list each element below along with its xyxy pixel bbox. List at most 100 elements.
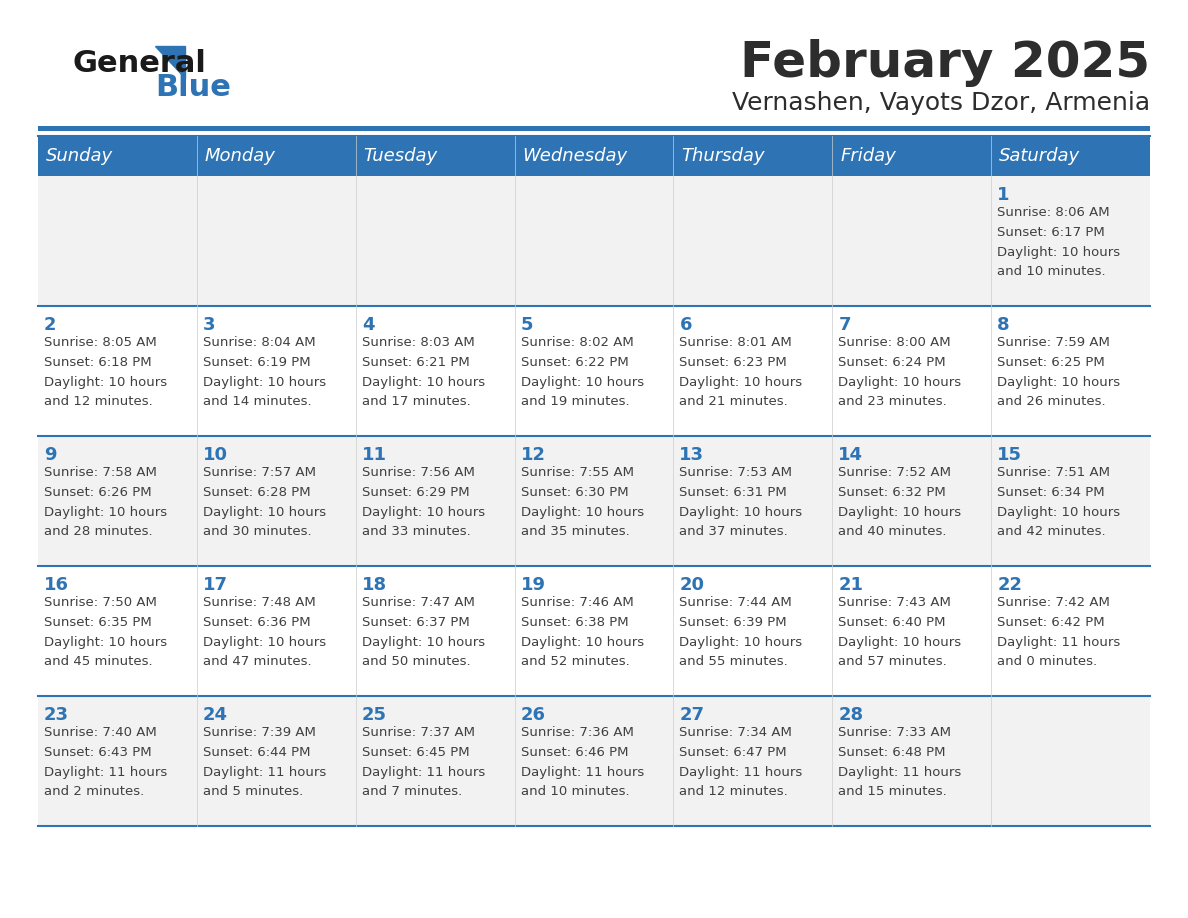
Polygon shape: [154, 46, 185, 78]
Text: 5: 5: [520, 316, 533, 334]
Text: Sunrise: 7:53 AM: Sunrise: 7:53 AM: [680, 466, 792, 479]
Text: Sunset: 6:45 PM: Sunset: 6:45 PM: [361, 746, 469, 759]
Text: Sunset: 6:44 PM: Sunset: 6:44 PM: [203, 746, 310, 759]
Text: Sunrise: 7:43 AM: Sunrise: 7:43 AM: [839, 596, 952, 609]
Text: Daylight: 10 hours
and 57 minutes.: Daylight: 10 hours and 57 minutes.: [839, 636, 961, 668]
Text: Sunset: 6:38 PM: Sunset: 6:38 PM: [520, 616, 628, 629]
Text: Sunset: 6:24 PM: Sunset: 6:24 PM: [839, 356, 946, 369]
Text: 9: 9: [44, 446, 57, 464]
Text: Daylight: 10 hours
and 12 minutes.: Daylight: 10 hours and 12 minutes.: [44, 376, 168, 408]
Text: Sunset: 6:37 PM: Sunset: 6:37 PM: [361, 616, 469, 629]
Text: 11: 11: [361, 446, 387, 464]
Text: Monday: Monday: [204, 147, 276, 165]
Text: Daylight: 10 hours
and 23 minutes.: Daylight: 10 hours and 23 minutes.: [839, 376, 961, 408]
Text: 6: 6: [680, 316, 691, 334]
Text: Sunset: 6:35 PM: Sunset: 6:35 PM: [44, 616, 152, 629]
Text: Sunset: 6:31 PM: Sunset: 6:31 PM: [680, 486, 788, 499]
Text: 21: 21: [839, 576, 864, 594]
Text: Wednesday: Wednesday: [523, 147, 627, 165]
Text: Daylight: 10 hours
and 42 minutes.: Daylight: 10 hours and 42 minutes.: [997, 506, 1120, 538]
Text: Sunrise: 8:00 AM: Sunrise: 8:00 AM: [839, 336, 950, 349]
Text: 1: 1: [997, 186, 1010, 204]
Text: Daylight: 10 hours
and 26 minutes.: Daylight: 10 hours and 26 minutes.: [997, 376, 1120, 408]
Text: 19: 19: [520, 576, 545, 594]
Text: Sunset: 6:43 PM: Sunset: 6:43 PM: [44, 746, 152, 759]
Text: Sunrise: 8:05 AM: Sunrise: 8:05 AM: [44, 336, 157, 349]
Text: Blue: Blue: [154, 73, 230, 103]
Text: Sunrise: 7:58 AM: Sunrise: 7:58 AM: [44, 466, 157, 479]
Text: Sunrise: 7:56 AM: Sunrise: 7:56 AM: [361, 466, 474, 479]
Text: Sunrise: 7:39 AM: Sunrise: 7:39 AM: [203, 726, 316, 739]
Text: Daylight: 10 hours
and 47 minutes.: Daylight: 10 hours and 47 minutes.: [203, 636, 326, 668]
Text: Sunset: 6:40 PM: Sunset: 6:40 PM: [839, 616, 946, 629]
Text: Daylight: 10 hours
and 40 minutes.: Daylight: 10 hours and 40 minutes.: [839, 506, 961, 538]
Text: Daylight: 10 hours
and 55 minutes.: Daylight: 10 hours and 55 minutes.: [680, 636, 803, 668]
Text: 7: 7: [839, 316, 851, 334]
Text: Sunrise: 7:51 AM: Sunrise: 7:51 AM: [997, 466, 1110, 479]
Text: Sunrise: 7:48 AM: Sunrise: 7:48 AM: [203, 596, 316, 609]
Text: Sunset: 6:46 PM: Sunset: 6:46 PM: [520, 746, 628, 759]
Text: Sunset: 6:25 PM: Sunset: 6:25 PM: [997, 356, 1105, 369]
Text: Daylight: 10 hours
and 21 minutes.: Daylight: 10 hours and 21 minutes.: [680, 376, 803, 408]
FancyBboxPatch shape: [38, 306, 1150, 436]
Text: Daylight: 10 hours
and 30 minutes.: Daylight: 10 hours and 30 minutes.: [203, 506, 326, 538]
Text: Daylight: 11 hours
and 0 minutes.: Daylight: 11 hours and 0 minutes.: [997, 636, 1120, 668]
Text: Sunrise: 7:46 AM: Sunrise: 7:46 AM: [520, 596, 633, 609]
Text: Sunset: 6:34 PM: Sunset: 6:34 PM: [997, 486, 1105, 499]
Text: 17: 17: [203, 576, 228, 594]
Text: Sunrise: 7:59 AM: Sunrise: 7:59 AM: [997, 336, 1110, 349]
Text: Sunrise: 7:55 AM: Sunrise: 7:55 AM: [520, 466, 633, 479]
Text: Daylight: 10 hours
and 45 minutes.: Daylight: 10 hours and 45 minutes.: [44, 636, 168, 668]
Text: 20: 20: [680, 576, 704, 594]
Text: 27: 27: [680, 706, 704, 724]
Text: Sunrise: 7:33 AM: Sunrise: 7:33 AM: [839, 726, 952, 739]
Text: Daylight: 10 hours
and 33 minutes.: Daylight: 10 hours and 33 minutes.: [361, 506, 485, 538]
Text: 10: 10: [203, 446, 228, 464]
Text: 4: 4: [361, 316, 374, 334]
Text: Daylight: 11 hours
and 15 minutes.: Daylight: 11 hours and 15 minutes.: [839, 766, 961, 798]
Text: Daylight: 10 hours
and 17 minutes.: Daylight: 10 hours and 17 minutes.: [361, 376, 485, 408]
FancyBboxPatch shape: [38, 566, 1150, 696]
Text: Sunset: 6:26 PM: Sunset: 6:26 PM: [44, 486, 152, 499]
Text: General: General: [72, 49, 206, 77]
Text: Thursday: Thursday: [682, 147, 765, 165]
Text: Sunrise: 7:57 AM: Sunrise: 7:57 AM: [203, 466, 316, 479]
FancyBboxPatch shape: [38, 436, 1150, 566]
Text: 12: 12: [520, 446, 545, 464]
Text: Sunrise: 7:47 AM: Sunrise: 7:47 AM: [361, 596, 474, 609]
Text: 22: 22: [997, 576, 1022, 594]
Text: Daylight: 11 hours
and 5 minutes.: Daylight: 11 hours and 5 minutes.: [203, 766, 327, 798]
Text: Sunset: 6:19 PM: Sunset: 6:19 PM: [203, 356, 310, 369]
Text: Sunrise: 7:36 AM: Sunrise: 7:36 AM: [520, 726, 633, 739]
Text: Sunset: 6:23 PM: Sunset: 6:23 PM: [680, 356, 788, 369]
Text: Sunrise: 8:06 AM: Sunrise: 8:06 AM: [997, 206, 1110, 219]
Text: Sunset: 6:47 PM: Sunset: 6:47 PM: [680, 746, 788, 759]
Text: Sunrise: 7:44 AM: Sunrise: 7:44 AM: [680, 596, 792, 609]
Text: Daylight: 11 hours
and 2 minutes.: Daylight: 11 hours and 2 minutes.: [44, 766, 168, 798]
Text: 14: 14: [839, 446, 864, 464]
FancyBboxPatch shape: [38, 126, 1150, 131]
Text: Daylight: 10 hours
and 37 minutes.: Daylight: 10 hours and 37 minutes.: [680, 506, 803, 538]
Text: 16: 16: [44, 576, 69, 594]
Text: Sunrise: 8:04 AM: Sunrise: 8:04 AM: [203, 336, 316, 349]
Text: Daylight: 10 hours
and 52 minutes.: Daylight: 10 hours and 52 minutes.: [520, 636, 644, 668]
Text: Vernashen, Vayots Dzor, Armenia: Vernashen, Vayots Dzor, Armenia: [732, 91, 1150, 115]
Text: Sunset: 6:42 PM: Sunset: 6:42 PM: [997, 616, 1105, 629]
Text: Sunset: 6:32 PM: Sunset: 6:32 PM: [839, 486, 946, 499]
Text: 26: 26: [520, 706, 545, 724]
Text: Sunrise: 7:52 AM: Sunrise: 7:52 AM: [839, 466, 952, 479]
Text: Daylight: 10 hours
and 50 minutes.: Daylight: 10 hours and 50 minutes.: [361, 636, 485, 668]
Text: Sunset: 6:29 PM: Sunset: 6:29 PM: [361, 486, 469, 499]
Text: 25: 25: [361, 706, 387, 724]
Text: Saturday: Saturday: [999, 147, 1080, 165]
Text: Sunset: 6:18 PM: Sunset: 6:18 PM: [44, 356, 152, 369]
Text: Sunset: 6:22 PM: Sunset: 6:22 PM: [520, 356, 628, 369]
Text: Daylight: 10 hours
and 35 minutes.: Daylight: 10 hours and 35 minutes.: [520, 506, 644, 538]
Text: Sunset: 6:21 PM: Sunset: 6:21 PM: [361, 356, 469, 369]
Text: 8: 8: [997, 316, 1010, 334]
Text: Daylight: 11 hours
and 7 minutes.: Daylight: 11 hours and 7 minutes.: [361, 766, 485, 798]
Text: 15: 15: [997, 446, 1022, 464]
Text: Daylight: 10 hours
and 14 minutes.: Daylight: 10 hours and 14 minutes.: [203, 376, 326, 408]
Text: Sunset: 6:30 PM: Sunset: 6:30 PM: [520, 486, 628, 499]
Text: February 2025: February 2025: [740, 39, 1150, 87]
